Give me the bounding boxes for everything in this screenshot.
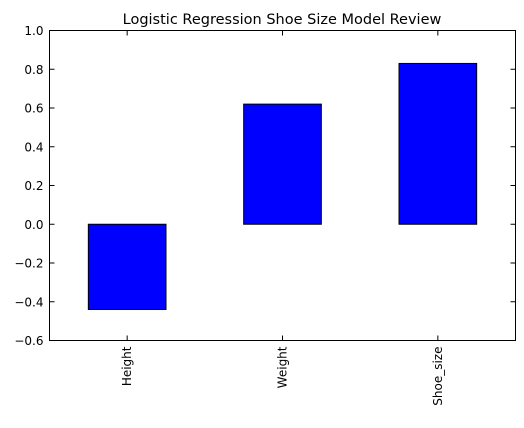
bar-height [87,223,167,310]
bar-shoe-size [398,62,478,225]
y-tick-label: 1.0 [24,24,43,38]
y-tick-label: 0.2 [24,179,43,193]
axes-frame [49,30,516,341]
y-tick-label: −0.6 [14,334,43,348]
bars-layer [87,62,478,310]
x-tick-label: Shoe_size [431,347,445,406]
y-tick-label: 0.4 [24,140,43,154]
chart-title: Logistic Regression Shoe Size Model Revi… [123,12,442,28]
y-tick-label: 0.0 [24,218,43,232]
ticks-layer: −0.6 −0.4 −0.2 0.0 0.2 0.4 0.6 0.8 1.0 Height Weig… [14,24,516,406]
y-tick-label: 0.8 [24,63,43,77]
bar-weight [243,103,322,225]
y-tick-label: 0.6 [24,102,43,116]
x-tick-label: Weight [276,346,290,388]
y-tick-label: −0.4 [14,295,43,309]
y-tick-label: −0.2 [14,257,43,271]
x-tick-label: Height [120,346,134,386]
